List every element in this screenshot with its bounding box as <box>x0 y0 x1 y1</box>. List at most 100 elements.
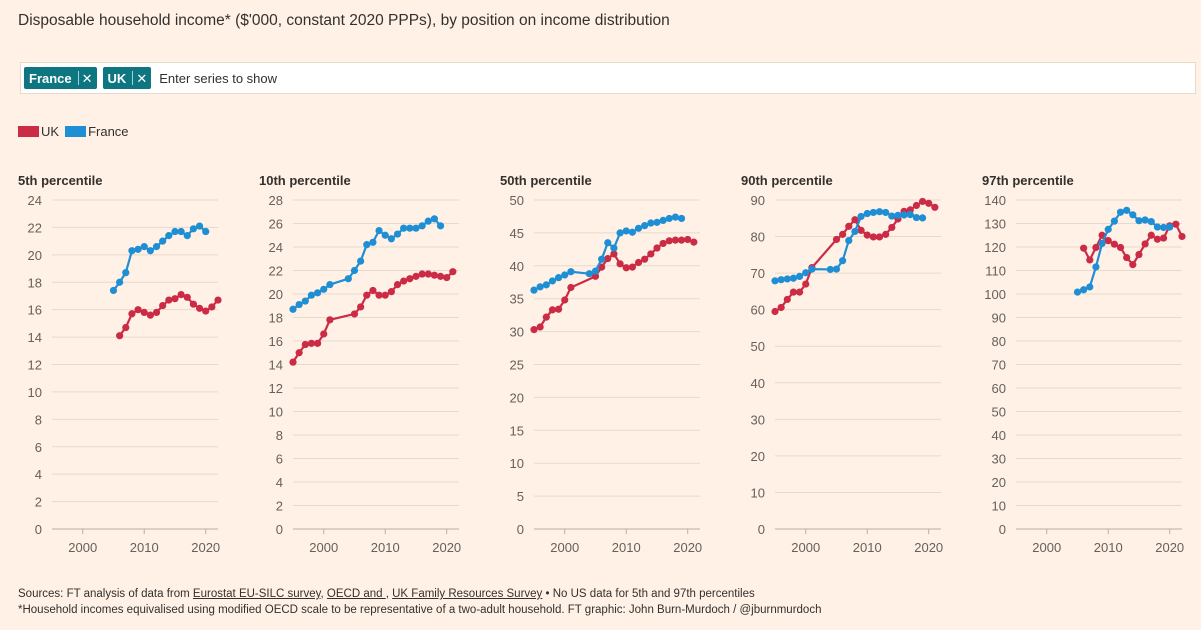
data-point-france <box>1153 223 1162 231</box>
chip-uk-label: UK <box>107 70 127 86</box>
sources-suffix: • No US data for 5th and 97th percentile… <box>542 588 755 600</box>
data-point-uk <box>313 339 322 347</box>
data-point-france <box>369 238 377 246</box>
data-point-uk <box>122 323 130 332</box>
x-tick-label: 2020 <box>914 540 943 555</box>
chip-uk[interactable]: UK ✕ <box>102 67 152 89</box>
data-point-france <box>140 243 148 251</box>
data-point-uk <box>1104 237 1112 245</box>
y-tick-label: 50 <box>992 405 1006 420</box>
data-point-uk <box>363 291 371 299</box>
data-point-uk <box>418 270 426 278</box>
y-tick-label: 35 <box>510 292 524 307</box>
panel-title: 10th percentile <box>259 173 351 188</box>
data-point-uk <box>598 263 606 271</box>
data-point-uk <box>622 264 630 272</box>
y-tick-label: 14 <box>269 358 283 373</box>
data-point-uk <box>677 236 686 244</box>
data-point-france <box>598 255 606 263</box>
data-point-uk <box>554 305 563 313</box>
data-point-france <box>771 277 779 285</box>
data-point-uk <box>134 306 142 314</box>
series-picker[interactable]: France ✕ UK ✕ <box>20 62 1196 94</box>
data-point-france <box>894 211 902 219</box>
data-point-france <box>832 265 841 273</box>
data-point-uk <box>1086 256 1094 264</box>
data-point-uk <box>875 233 884 241</box>
remove-france-icon[interactable]: ✕ <box>81 70 93 86</box>
data-point-france <box>1147 218 1155 226</box>
chip-divider <box>77 71 79 85</box>
data-point-uk <box>561 296 569 304</box>
data-point-uk <box>1123 253 1131 262</box>
data-point-france <box>344 275 352 283</box>
y-tick-label: 4 <box>276 475 283 490</box>
data-point-france <box>665 214 673 223</box>
data-point-uk <box>1147 231 1155 239</box>
data-point-uk <box>888 223 896 232</box>
y-tick-label: 8 <box>35 412 42 427</box>
y-tick-label: 10 <box>751 485 765 500</box>
x-tick-label: 2020 <box>673 540 702 555</box>
source-link-oecd[interactable]: OECD and <box>326 588 386 600</box>
data-point-uk <box>289 358 297 366</box>
data-point-france <box>647 219 655 227</box>
data-point-france <box>616 229 624 237</box>
sources-prefix: Sources: FT analysis of data from <box>18 588 193 600</box>
data-point-france <box>116 278 124 286</box>
data-point-france <box>634 224 643 232</box>
data-point-uk <box>863 231 871 239</box>
data-point-france <box>1092 263 1100 271</box>
data-point-uk <box>912 201 921 210</box>
y-tick-label: 90 <box>751 193 765 208</box>
source-link-frs[interactable]: UK Family Resources Survey <box>392 588 543 600</box>
footer: Sources: FT analysis of data from Eurost… <box>18 587 821 618</box>
y-tick-label: 0 <box>758 522 765 537</box>
data-point-france <box>430 215 439 223</box>
data-point-uk <box>159 301 167 310</box>
data-point-france <box>548 277 557 285</box>
data-point-france <box>1110 217 1118 225</box>
data-point-uk <box>307 339 316 347</box>
y-tick-label: 40 <box>751 376 765 391</box>
y-tick-label: 30 <box>751 412 765 427</box>
data-point-france <box>795 272 804 281</box>
data-point-uk <box>882 230 890 238</box>
data-point-france <box>350 266 359 275</box>
legend: UK France <box>18 124 135 139</box>
data-point-uk <box>195 304 204 312</box>
data-point-france <box>783 275 791 283</box>
sources-separator: , <box>385 588 393 600</box>
data-point-uk <box>449 268 457 276</box>
data-point-france <box>387 235 395 243</box>
series-search-input[interactable] <box>157 70 462 86</box>
chip-france[interactable]: France ✕ <box>24 67 97 89</box>
data-point-france <box>412 224 420 232</box>
y-tick-label: 26 <box>269 217 283 232</box>
y-tick-label: 25 <box>510 358 524 373</box>
data-point-france <box>554 274 563 282</box>
data-point-uk <box>183 293 191 301</box>
y-tick-label: 45 <box>510 226 524 241</box>
data-point-uk <box>665 237 673 245</box>
data-point-uk <box>918 197 927 206</box>
x-tick-label: 2010 <box>130 540 159 555</box>
y-tick-label: 16 <box>28 303 42 318</box>
x-tick-label: 2010 <box>612 540 641 555</box>
data-point-france <box>418 222 426 230</box>
data-point-france <box>536 283 544 291</box>
data-point-uk <box>430 271 439 279</box>
data-point-france <box>918 214 927 222</box>
panel-title: 97th percentile <box>982 173 1074 188</box>
remove-uk-icon[interactable]: ✕ <box>136 70 148 86</box>
y-tick-label: 24 <box>28 193 42 208</box>
y-tick-label: 30 <box>510 325 524 340</box>
y-tick-label: 10 <box>28 385 42 400</box>
data-point-uk <box>393 281 402 289</box>
data-point-uk <box>1116 243 1125 252</box>
data-point-france <box>912 213 921 222</box>
source-link-eurostat[interactable]: Eurostat EU-SILC survey <box>192 588 321 600</box>
data-point-france <box>1104 225 1112 233</box>
data-point-uk <box>628 263 636 271</box>
data-point-uk <box>777 303 785 312</box>
